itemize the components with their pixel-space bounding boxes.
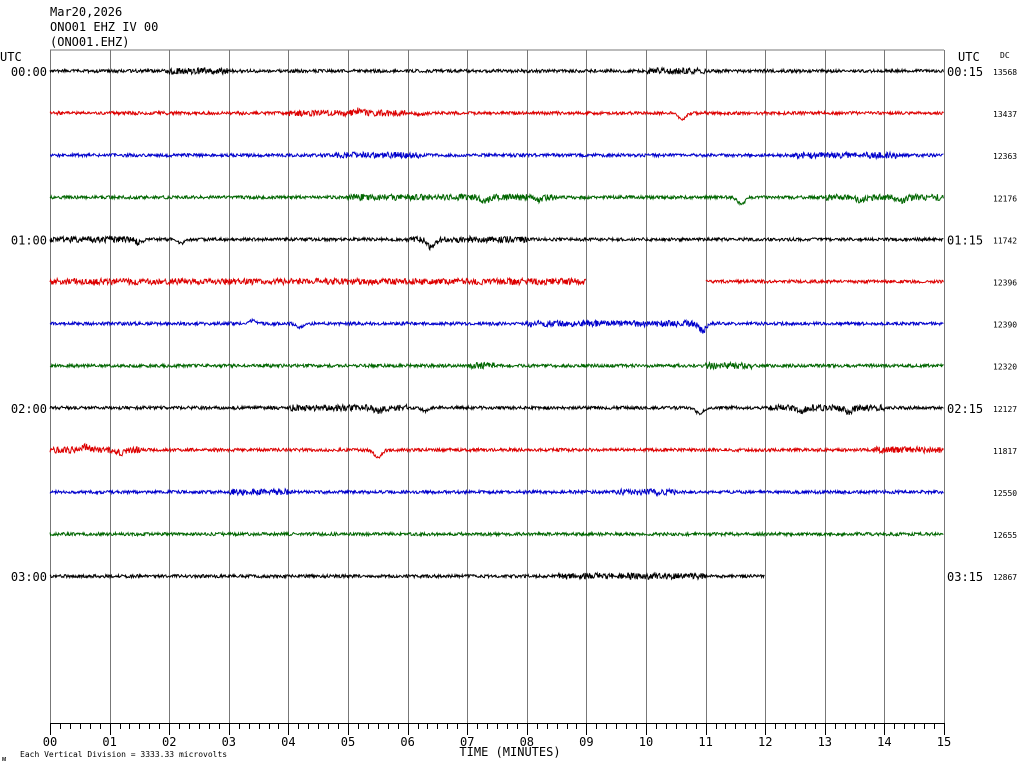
trace-row-12 — [49, 571, 765, 581]
utc-right-label: UTC — [958, 50, 980, 64]
header-date: Mar20,2026 — [50, 5, 122, 19]
dc-value-row-6: 12390 — [993, 321, 1017, 330]
x-tick-label: 04 — [281, 735, 295, 749]
dc-value-row-0: 13568 — [993, 68, 1017, 77]
trace-row-4 — [49, 234, 944, 252]
time-axis: 00 01 02 03 04 05 06 07 08 09 10 11 12 13 14 15 — [43, 723, 951, 749]
right-time-label: 02:15 — [947, 402, 983, 416]
dc-value-row-9: 11817 — [993, 447, 1017, 456]
dc-value-row-4: 11742 — [993, 236, 1017, 245]
header-station: ONO01 EHZ IV 00 — [50, 20, 158, 34]
x-tick-label: 07 — [460, 735, 474, 749]
dc-value-row-10: 12550 — [993, 489, 1017, 498]
right-time-label: 01:15 — [947, 233, 983, 247]
minute-gridlines — [50, 49, 945, 723]
x-tick-label: 15 — [937, 735, 951, 749]
utc-left-label: UTC — [0, 50, 22, 64]
x-tick-label: 10 — [639, 735, 653, 749]
dc-value-row-11: 12655 — [993, 531, 1017, 540]
row-labels: 13568 13437 12363 12176 11742 12396 12390 12320… — [11, 65, 1017, 584]
dc-value-row-12: 12867 — [993, 573, 1017, 582]
trace-row-0 — [49, 66, 944, 76]
left-time-label: 00:00 — [11, 65, 47, 79]
x-tick-label: 09 — [579, 735, 593, 749]
x-tick-label: 12 — [758, 735, 772, 749]
dc-label: DC — [1000, 51, 1010, 60]
footer-scale-note: Each Vertical Division = 3333.33 microvo… — [20, 750, 227, 759]
footer-mark: ᴍ — [2, 755, 6, 763]
dc-value-row-2: 12363 — [993, 152, 1017, 161]
x-axis-label: TIME (MINUTES) — [459, 745, 560, 759]
x-tick-label: 00 — [43, 735, 57, 749]
x-tick-label: 14 — [877, 735, 891, 749]
left-time-label: 01:00 — [11, 233, 47, 247]
dc-value-row-3: 12176 — [993, 194, 1017, 203]
x-tick-label: 03 — [222, 735, 236, 749]
trace-row-8 — [49, 402, 944, 416]
x-tick-label: 02 — [162, 735, 176, 749]
dc-value-row-8: 12127 — [993, 405, 1017, 414]
trace-row-2 — [49, 150, 944, 161]
x-tick-label: 05 — [341, 735, 355, 749]
x-tick-label: 08 — [520, 735, 534, 749]
trace-row-5 — [49, 276, 944, 287]
seismic-traces — [49, 66, 944, 581]
trace-row-9 — [49, 442, 944, 459]
left-time-label: 02:00 — [11, 402, 47, 416]
trace-row-11 — [49, 530, 944, 538]
x-tick-label: 13 — [818, 735, 832, 749]
dc-value-row-5: 12396 — [993, 279, 1017, 288]
dc-value-row-1: 13437 — [993, 110, 1017, 119]
dc-value-row-7: 12320 — [993, 363, 1017, 372]
trace-row-3 — [49, 192, 944, 206]
x-tick-label: 06 — [400, 735, 414, 749]
right-time-label: 00:15 — [947, 65, 983, 79]
x-tick-label: 11 — [698, 735, 712, 749]
left-time-label: 03:00 — [11, 570, 47, 584]
trace-row-1 — [49, 107, 944, 121]
trace-row-6 — [49, 317, 944, 334]
x-tick-label: 01 — [102, 735, 116, 749]
trace-row-7 — [49, 360, 944, 371]
trace-row-10 — [49, 487, 944, 498]
header-channel: (ONO01.EHZ) — [50, 35, 129, 49]
right-time-label: 03:15 — [947, 570, 983, 584]
